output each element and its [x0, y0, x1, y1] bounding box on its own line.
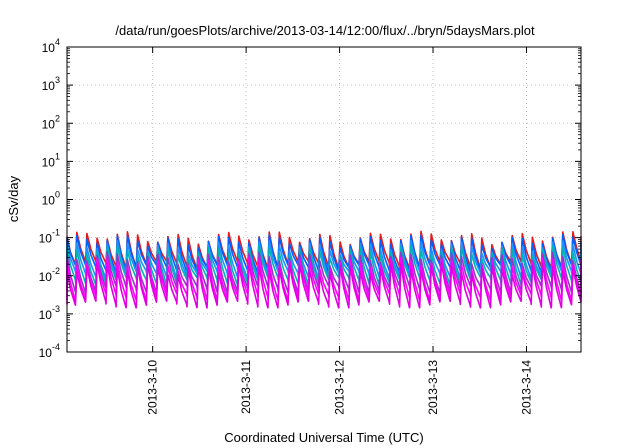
series-lines: [66, 230, 582, 309]
y-axis-label: cSv/day: [6, 175, 21, 222]
y-tick-label: 103: [42, 75, 60, 93]
x-tick-label: 2013-3-12: [333, 360, 347, 415]
grid-lines: [67, 47, 581, 352]
y-tick-label: 104: [42, 37, 60, 55]
y-axis: 10-4 10-3 10-2 10-1 100 101 102 103 104: [39, 37, 581, 360]
x-axis-label: Coordinated Universal Time (UTC): [224, 430, 423, 445]
y-tick-label: 101: [42, 151, 60, 169]
y-tick-label: 10-4: [39, 342, 60, 360]
y-tick-label: 10-3: [39, 304, 60, 322]
x-tick-label: 2013-3-13: [426, 360, 440, 415]
x-tick-label: 2013-3-14: [519, 360, 533, 415]
y-tick-label: 100: [42, 190, 60, 208]
x-axis: 2013-3-10 2013-3-11 2013-3-12 2013-3-13 2013…: [146, 47, 533, 415]
y-tick-label: 102: [42, 113, 60, 131]
x-tick-label: 2013-3-11: [239, 360, 253, 414]
x-tick-label: 2013-3-10: [146, 360, 160, 415]
chart-title: /data/run/goesPlots/archive/2013-03-14/1…: [115, 23, 535, 38]
y-tick-label: 10-2: [39, 266, 60, 284]
series-line: [66, 261, 582, 309]
y-tick-label: 10-1: [39, 228, 60, 246]
